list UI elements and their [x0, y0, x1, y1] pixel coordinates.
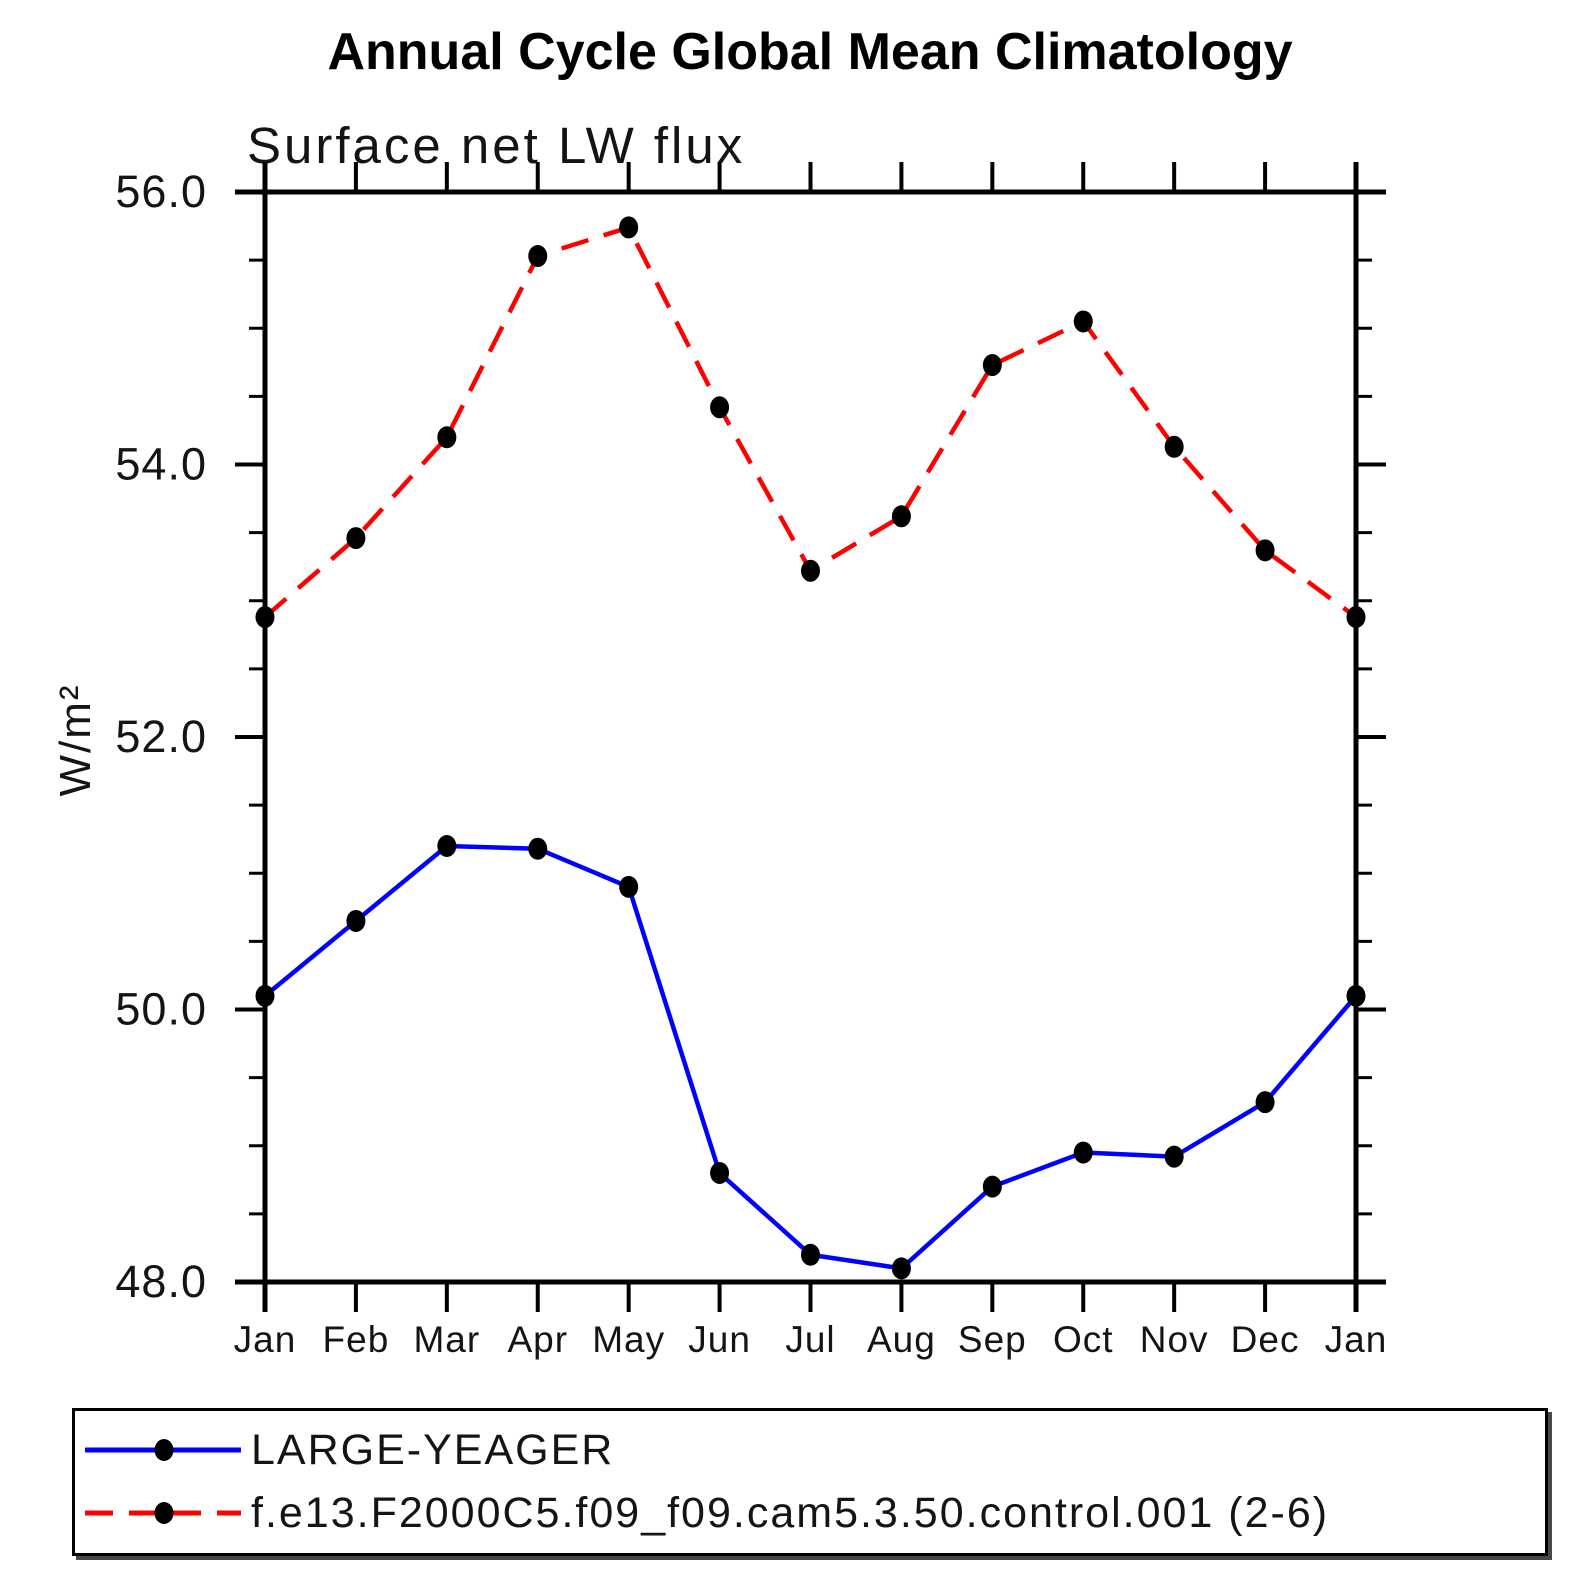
data-point-marker [1073, 310, 1093, 333]
x-tick-label: Sep [958, 1319, 1027, 1360]
x-tick-label: Jan [234, 1319, 297, 1360]
x-tick-label: Apr [507, 1319, 568, 1360]
legend-marker [154, 1439, 174, 1461]
data-point-marker [619, 875, 639, 898]
y-tick-label: 56.0 [115, 166, 207, 217]
legend-item: LARGE-YEAGER [83, 1425, 614, 1475]
data-point-marker [1255, 539, 1275, 562]
x-tick-label: Mar [413, 1319, 480, 1360]
legend-item: f.e13.F2000C5.f09_f09.cam5.3.50.control.… [83, 1488, 1329, 1538]
data-point-marker [891, 505, 911, 528]
legend-sample-line [85, 1502, 241, 1524]
x-tick-label: Jul [785, 1319, 835, 1360]
data-point-marker [255, 984, 275, 1007]
legend-label: LARGE-YEAGER [251, 1425, 615, 1474]
x-tick-label: May [592, 1319, 665, 1360]
data-point-marker [528, 837, 548, 860]
data-point-marker [710, 1162, 730, 1184]
data-point-marker [255, 606, 275, 629]
data-point-marker [346, 909, 366, 932]
data-point-marker [710, 396, 730, 419]
legend-label: f.e13.F2000C5.f09_f09.cam5.3.50.control.… [251, 1488, 1330, 1537]
data-point-marker [982, 354, 1002, 377]
x-tick-label: Oct [1053, 1319, 1114, 1360]
data-point-marker [528, 245, 548, 268]
x-tick-label: Jan [1325, 1319, 1388, 1360]
chart-title: Annual Cycle Global Mean Climatology [327, 23, 1293, 81]
data-point-marker [437, 835, 457, 857]
legend: LARGE-YEAGER f.e13.F2000C5.f09_f09.cam5.… [72, 1408, 1548, 1556]
x-tick-label: Dec [1231, 1319, 1300, 1360]
series-line [263, 224, 1358, 619]
y-tick-label: 48.0 [115, 1256, 207, 1307]
data-point-marker [1346, 606, 1366, 629]
data-point-marker [1164, 435, 1184, 458]
x-tick-label: Aug [867, 1319, 936, 1360]
data-point-marker [891, 1257, 911, 1280]
data-point-marker [982, 1175, 1002, 1198]
data-point-marker [801, 1243, 820, 1266]
legend-sample-line [85, 1439, 241, 1461]
y-tick-label: 54.0 [115, 439, 207, 490]
data-point-marker [1255, 1091, 1275, 1114]
data-point-marker [437, 426, 457, 449]
data-point-marker [1073, 1141, 1093, 1164]
data-point-marker [1346, 984, 1366, 1007]
x-tick-label: Nov [1140, 1319, 1209, 1360]
y-tick-label: 50.0 [115, 984, 207, 1035]
data-point-marker [346, 527, 366, 550]
data-point-marker [801, 559, 820, 582]
x-tick-label: Feb [323, 1319, 390, 1360]
data-point-marker [1164, 1145, 1184, 1168]
y-tick-label: 52.0 [115, 711, 207, 762]
legend-marker [154, 1502, 174, 1524]
x-tick-label: Jun [688, 1319, 751, 1360]
chart-subtitle: Surface net LW flux [247, 117, 746, 174]
series-line [263, 843, 1358, 1271]
data-point-marker [619, 216, 639, 239]
